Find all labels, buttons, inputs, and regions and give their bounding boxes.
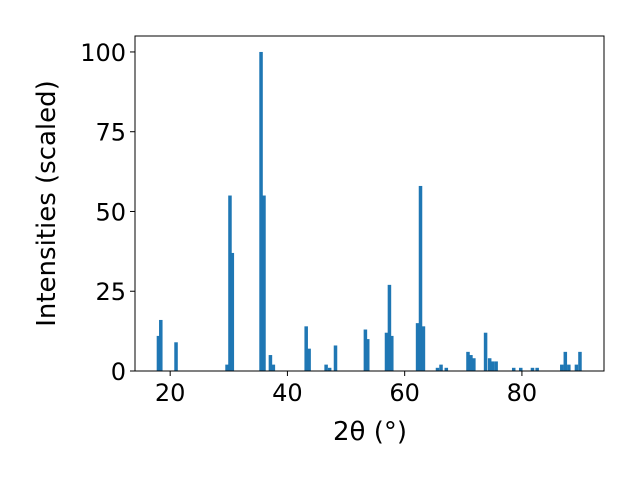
bar [511, 367, 516, 371]
bar [384, 332, 389, 371]
bar [225, 364, 229, 371]
bar [444, 367, 449, 371]
plot-frame [134, 35, 605, 372]
y-axis-label: Intensities (scaled) [32, 80, 62, 327]
bar [487, 358, 492, 371]
bar [271, 364, 276, 371]
bar [418, 185, 423, 371]
bar [390, 335, 394, 371]
bar [387, 284, 392, 371]
bar [469, 355, 473, 371]
bar [494, 361, 498, 371]
bar [421, 326, 426, 371]
bar [578, 351, 582, 371]
bars-group [156, 51, 582, 371]
bar [567, 364, 571, 371]
bar [560, 364, 564, 371]
bar [439, 364, 443, 371]
x-tick-label: 60 [389, 379, 420, 407]
x-axis: 20 40 60 80 [155, 371, 537, 407]
bar [156, 335, 161, 371]
bar [365, 339, 370, 371]
bar [228, 195, 232, 371]
bar [490, 361, 495, 371]
y-tick-label: 50 [95, 198, 126, 226]
bar [174, 342, 178, 371]
bar [159, 319, 163, 371]
y-tick-label: 75 [95, 119, 126, 147]
bar [307, 348, 311, 371]
bar [435, 367, 440, 371]
bar [327, 367, 332, 371]
x-tick-label: 20 [155, 379, 186, 407]
bar [268, 355, 273, 371]
bar [483, 332, 488, 371]
bar [518, 367, 523, 371]
y-tick-label: 100 [80, 39, 126, 67]
y-axis: 0 25 50 75 100 [80, 39, 135, 386]
y-tick-label: 25 [95, 278, 126, 306]
bar [472, 358, 476, 371]
bar [466, 351, 470, 371]
bar [363, 329, 368, 371]
bar [563, 351, 568, 371]
bar [262, 195, 266, 371]
bar [259, 51, 263, 371]
bar [324, 364, 328, 371]
x-tick-label: 80 [507, 379, 538, 407]
bar [530, 367, 535, 371]
bar [574, 364, 579, 371]
x-axis-label: 2θ (°) [333, 417, 407, 447]
bar [333, 345, 338, 371]
y-tick-label: 0 [111, 358, 126, 386]
bar [415, 323, 420, 371]
bar [535, 367, 539, 371]
x-tick-label: 40 [272, 379, 303, 407]
bar [230, 252, 235, 371]
bar [304, 326, 308, 371]
